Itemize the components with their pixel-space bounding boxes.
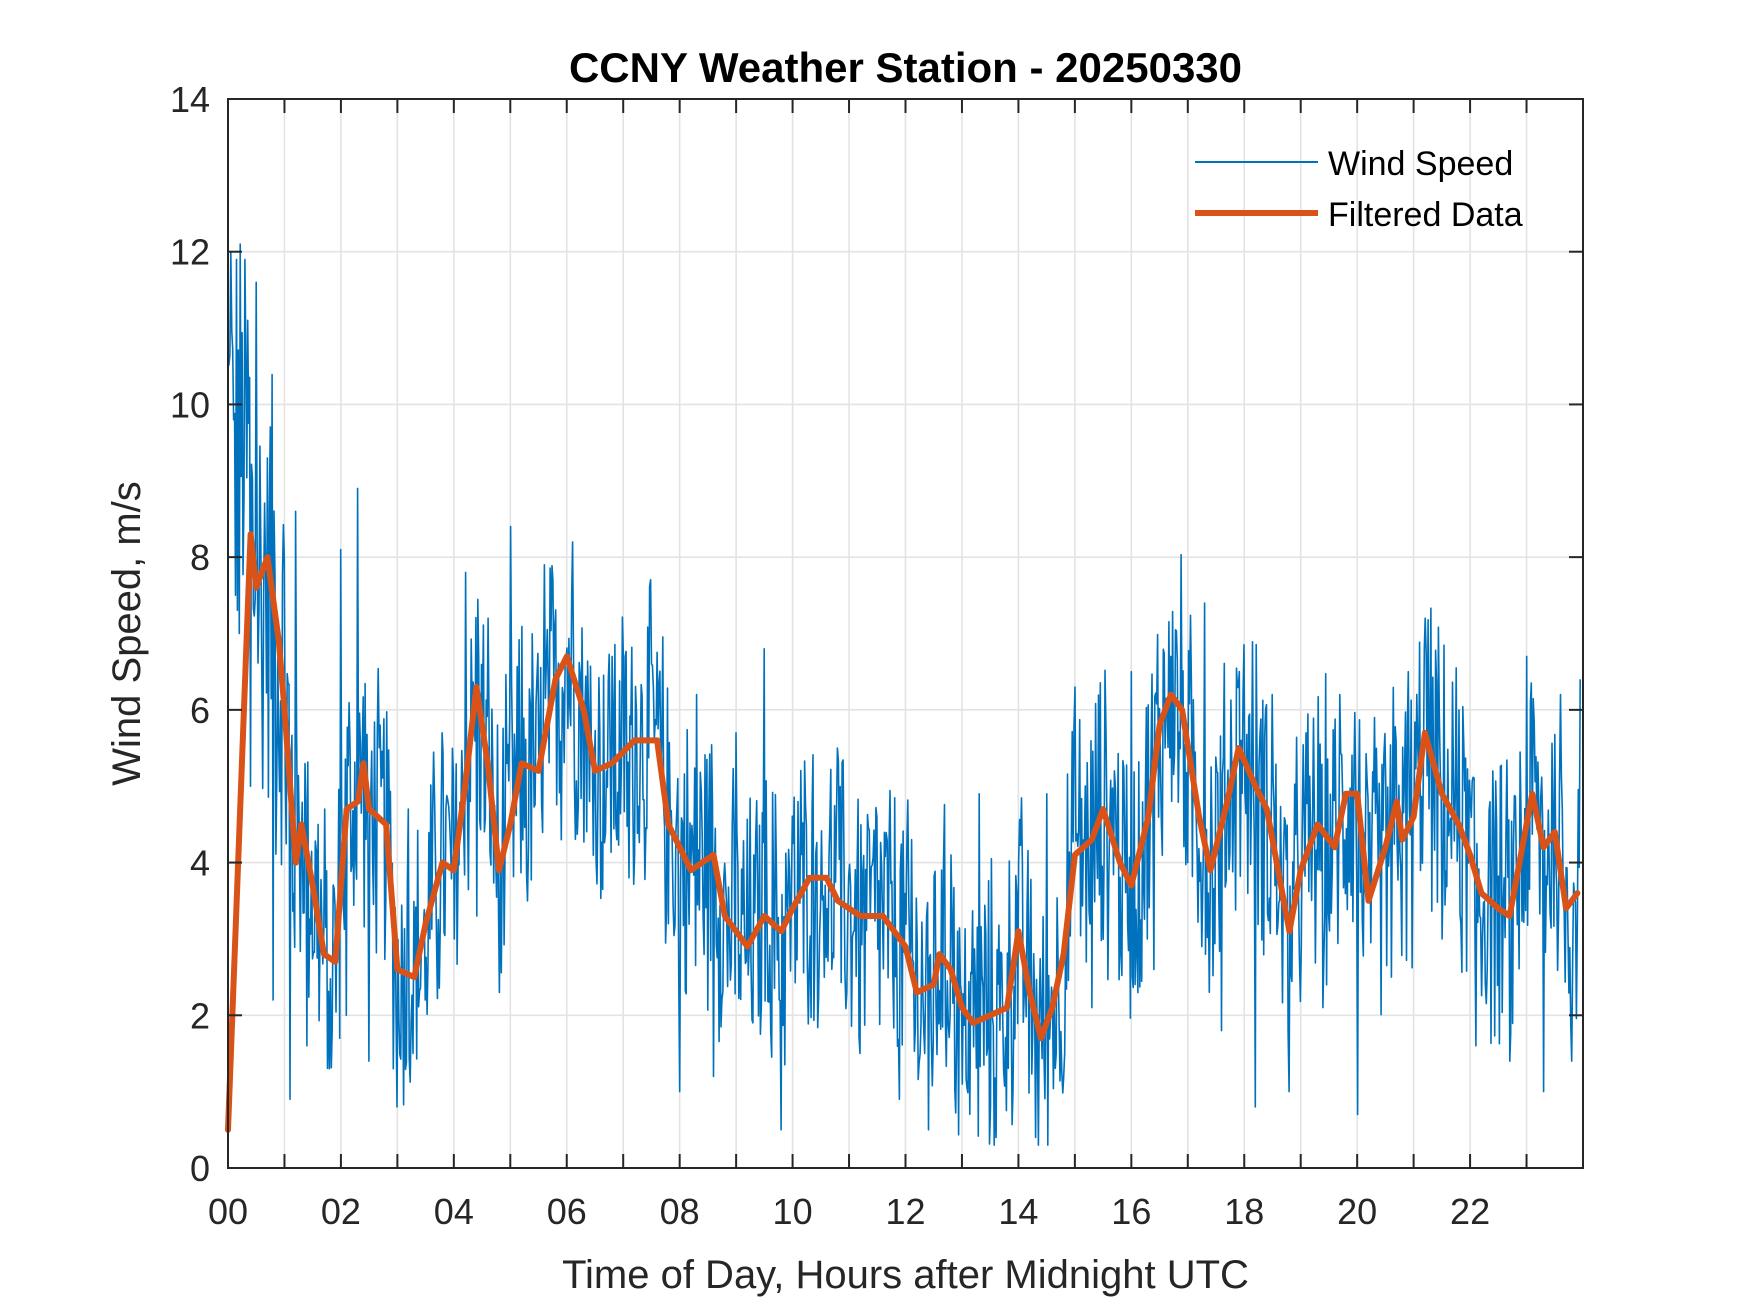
x-tick-label: 22 <box>1450 1191 1490 1232</box>
x-tick-label: 04 <box>434 1191 474 1232</box>
x-tick-label: 10 <box>773 1191 813 1232</box>
x-tick-label: 16 <box>1111 1191 1151 1232</box>
y-tick-label: 0 <box>190 1148 210 1189</box>
y-tick-label: 12 <box>170 232 210 273</box>
y-tick-label: 14 <box>170 79 210 120</box>
y-axis-label: Wind Speed, m/s <box>105 481 149 786</box>
series-layer <box>225 243 1581 1146</box>
x-tick-label: 14 <box>998 1191 1038 1232</box>
x-axis-label: Time of Day, Hours after Midnight UTC <box>562 1253 1249 1297</box>
legend-label-wind-speed: Wind Speed <box>1328 145 1513 183</box>
legend-label-filtered-data: Filtered Data <box>1328 196 1523 234</box>
x-tick-label: 18 <box>1224 1191 1264 1232</box>
y-tick-label: 2 <box>190 995 210 1036</box>
chart-title: CCNY Weather Station - 20250330 <box>569 44 1242 91</box>
y-tick-label: 10 <box>170 384 210 425</box>
y-tick-label: 6 <box>190 690 210 731</box>
y-tick-label: 4 <box>190 843 210 884</box>
x-tick-label: 00 <box>208 1191 248 1232</box>
legend: Wind Speed Filtered Data <box>1195 145 1523 234</box>
x-tick-label: 20 <box>1337 1191 1377 1232</box>
x-tick-label: 12 <box>885 1191 925 1232</box>
series-line-filtered-data <box>225 531 1581 1133</box>
x-tick-label: 08 <box>660 1191 700 1232</box>
x-tick-label: 06 <box>547 1191 587 1232</box>
y-tick-label: 8 <box>190 537 210 578</box>
x-tick-label: 02 <box>321 1191 361 1232</box>
